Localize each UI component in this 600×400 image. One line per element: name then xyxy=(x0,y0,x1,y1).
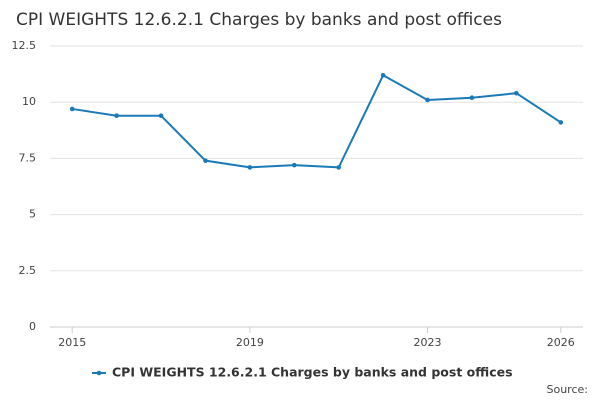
point xyxy=(114,113,119,118)
y-tick-label: 0 xyxy=(29,320,36,333)
x-tick-label: 2015 xyxy=(58,336,86,349)
point xyxy=(380,72,386,78)
point xyxy=(247,165,253,170)
x-tick-label: 2026 xyxy=(547,336,575,349)
y-tick-label: 10 xyxy=(22,95,36,108)
point xyxy=(291,162,297,168)
x-tick-label: 2019 xyxy=(236,336,264,349)
chart-title: CPI WEIGHTS 12.6.2.1 Charges by banks an… xyxy=(16,10,502,30)
point xyxy=(203,158,208,163)
point xyxy=(425,97,430,103)
point xyxy=(158,113,164,118)
series-line xyxy=(72,73,562,169)
y-tick-label: 5 xyxy=(29,208,36,221)
legend-marker xyxy=(96,370,102,376)
y-tick-label: 2.5 xyxy=(19,264,37,277)
point xyxy=(69,106,75,112)
point xyxy=(558,120,564,125)
source: Source: xyxy=(547,383,589,396)
y-tick-label: 7.5 xyxy=(19,151,37,164)
x-tick-label: 2023 xyxy=(414,336,442,349)
point xyxy=(469,95,475,101)
point xyxy=(336,165,342,170)
legend-label: CPI WEIGHTS 12.6.2.1 Charges by banks an… xyxy=(112,365,513,380)
y-tick-label: 12.5 xyxy=(12,39,37,52)
point xyxy=(514,90,519,96)
